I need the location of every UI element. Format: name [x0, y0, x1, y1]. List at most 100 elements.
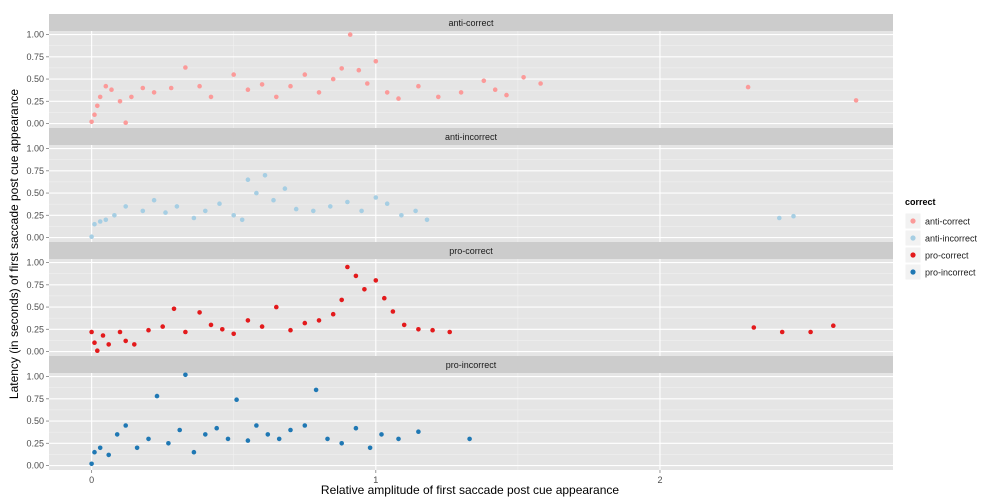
- data-point: [203, 432, 208, 437]
- legend-label: anti-incorrect: [925, 234, 978, 244]
- data-point: [302, 423, 308, 428]
- data-point: [382, 295, 387, 301]
- data-point: [92, 221, 97, 227]
- data-point: [114, 432, 120, 437]
- y-tick-label: 0.75: [26, 394, 44, 404]
- data-point: [416, 327, 421, 332]
- data-point: [311, 208, 316, 214]
- data-point: [436, 94, 441, 100]
- data-point: [504, 92, 509, 98]
- x-tick-label: 0: [89, 475, 94, 485]
- data-point: [245, 87, 251, 92]
- data-point: [330, 76, 336, 82]
- data-point: [353, 273, 359, 279]
- data-point: [214, 425, 219, 431]
- legend: correct anti-correct anti-incorrect pro-cor…: [904, 197, 978, 281]
- y-tick-label: 0.25: [26, 324, 44, 334]
- y-tick-label: 0.50: [26, 416, 44, 426]
- data-point: [146, 436, 151, 442]
- facet-strip-label: pro-correct: [449, 246, 493, 256]
- data-point: [151, 90, 157, 95]
- facet-panels: anti-correct0.000.250.500.751.00anti-inc…: [26, 14, 893, 485]
- data-point: [424, 217, 430, 223]
- data-point: [413, 208, 418, 214]
- data-point: [339, 297, 345, 303]
- data-point: [399, 213, 404, 218]
- data-point: [347, 32, 353, 37]
- data-point: [197, 83, 202, 89]
- data-point: [109, 87, 114, 92]
- data-point: [103, 83, 109, 89]
- data-point: [191, 449, 197, 455]
- y-tick-label: 0.50: [26, 74, 44, 84]
- data-point: [245, 177, 251, 182]
- data-point: [97, 219, 103, 224]
- y-tick-label: 0.25: [26, 96, 44, 106]
- data-point: [481, 78, 487, 84]
- data-point: [316, 318, 322, 323]
- data-point: [123, 423, 128, 428]
- data-point: [146, 327, 151, 333]
- data-point: [390, 309, 396, 314]
- facet-strip-label: pro-incorrect: [446, 360, 497, 370]
- data-point: [183, 65, 188, 70]
- data-point: [831, 323, 836, 329]
- data-point: [282, 186, 288, 191]
- y-tick-label: 0.75: [26, 52, 44, 62]
- data-point: [367, 445, 373, 451]
- data-point: [276, 436, 282, 442]
- data-point: [302, 72, 308, 77]
- y-tick-label: 0.00: [26, 461, 44, 471]
- facet-strip: [49, 128, 893, 145]
- data-point: [239, 217, 245, 223]
- y-tick-label: 1.00: [26, 258, 44, 268]
- y-tick-label: 0.00: [26, 119, 44, 129]
- data-point: [97, 94, 103, 100]
- data-point: [106, 342, 111, 347]
- data-point: [339, 441, 345, 446]
- data-point: [166, 441, 171, 446]
- data-point: [353, 425, 359, 431]
- data-point: [259, 82, 265, 87]
- data-point: [112, 213, 117, 218]
- panel-pro-incorrect: pro-incorrect 0.00 0.25 0.50 0.75 1.00 0 1 2: [26, 356, 893, 485]
- data-point: [231, 72, 236, 77]
- y-tick-label: 1.00: [26, 372, 44, 382]
- data-point: [106, 452, 111, 458]
- data-point: [154, 393, 160, 399]
- data-point: [521, 75, 526, 80]
- data-point: [140, 208, 146, 214]
- data-point: [265, 432, 271, 437]
- data-point: [458, 90, 464, 95]
- facet-strip: [49, 14, 893, 31]
- data-point: [245, 318, 251, 323]
- data-point: [328, 204, 333, 209]
- data-point: [302, 320, 308, 326]
- data-point: [163, 210, 168, 215]
- data-point: [325, 436, 330, 442]
- data-point: [197, 310, 202, 315]
- data-point: [254, 190, 259, 196]
- data-point: [751, 325, 757, 330]
- data-point: [95, 103, 100, 109]
- data-point: [262, 173, 268, 178]
- data-point: [123, 120, 128, 125]
- data-point: [92, 449, 97, 455]
- data-point: [231, 213, 236, 218]
- data-point: [777, 215, 782, 221]
- y-axis-label: Latency (in seconds) of first saccade po…: [7, 89, 21, 400]
- data-point: [396, 96, 401, 101]
- data-point: [123, 204, 128, 209]
- y-tick-label: 0.00: [26, 347, 44, 357]
- data-point: [288, 83, 293, 89]
- data-point: [359, 208, 364, 214]
- data-point: [447, 329, 453, 335]
- data-point: [274, 304, 279, 310]
- data-point: [467, 436, 472, 442]
- data-point: [416, 83, 421, 89]
- data-point: [234, 397, 239, 403]
- data-point: [174, 204, 180, 209]
- data-point: [217, 201, 222, 206]
- y-tick-label: 0.25: [26, 210, 44, 220]
- y-tick-label: 1.00: [26, 30, 44, 40]
